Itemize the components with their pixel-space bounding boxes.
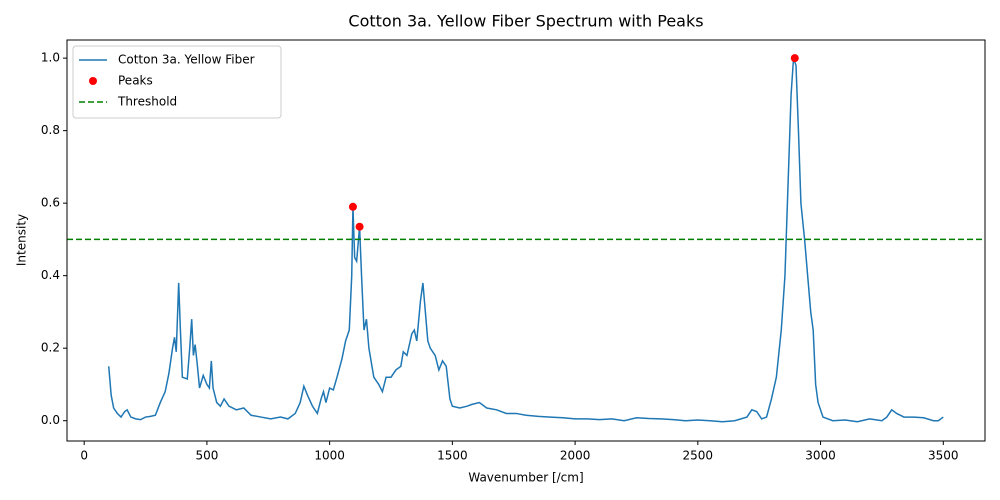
x-tick-label: 0 (80, 449, 88, 463)
legend-marker (89, 77, 97, 85)
legend-label: Cotton 3a. Yellow Fiber (118, 53, 255, 67)
x-tick-label: 2500 (683, 449, 714, 463)
x-tick-label: 3500 (928, 449, 959, 463)
legend-box (72, 45, 282, 119)
y-tick-label: 0.4 (41, 268, 60, 282)
legend-label: Peaks (118, 74, 153, 88)
axes-frame (66, 39, 986, 442)
legend-label: Threshold (117, 95, 177, 109)
x-tick-label: 2000 (560, 449, 591, 463)
y-tick-label: 0.0 (41, 413, 60, 427)
peak-point (348, 202, 357, 211)
x-tick-label: 1000 (314, 449, 345, 463)
x-axis-label: Wavenumber [/cm] (468, 471, 583, 485)
y-tick-label: 0.8 (41, 123, 60, 137)
chart-title: Cotton 3a. Yellow Fiber Spectrum with Pe… (348, 12, 703, 31)
x-tick-label: 500 (195, 449, 218, 463)
spectrum-line (107, 57, 944, 423)
peak-point (355, 222, 364, 231)
y-tick-label: 0.6 (41, 196, 60, 210)
peak-point (790, 54, 799, 63)
x-tick-label: 3000 (805, 449, 836, 463)
y-tick-label: 1.0 (41, 51, 60, 65)
y-tick-label: 0.2 (41, 341, 60, 355)
y-axis-label: Intensity (15, 214, 29, 266)
x-tick-label: 1500 (437, 449, 468, 463)
